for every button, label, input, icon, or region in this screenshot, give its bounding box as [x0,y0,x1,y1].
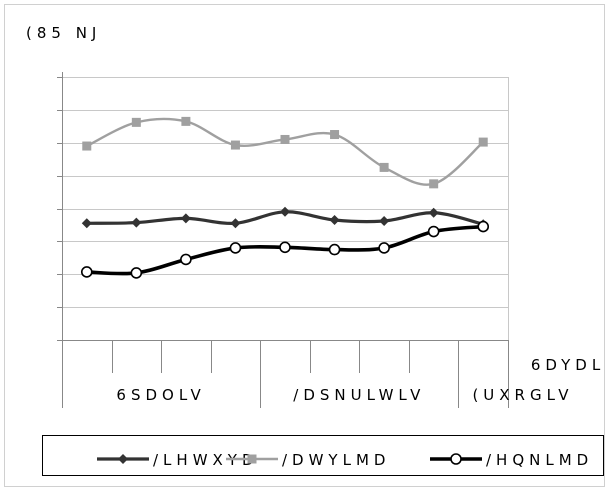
data-point [80,266,93,278]
data-point [429,179,439,189]
legend: /LHWXYD/DWYLMD/HQNLMD [42,435,604,476]
legend-item: /HQNLMD [430,451,593,469]
data-point [229,242,242,254]
data-point [330,130,340,140]
data-point [230,218,241,229]
data-point [131,217,142,228]
data-point [180,253,192,266]
series-2 [82,116,488,189]
data-point [280,206,290,217]
x-group-label: /DSNULWLV [293,386,425,404]
data-point [427,225,440,238]
data-point [181,116,191,126]
data-point [477,220,490,233]
series-lines [80,116,490,279]
legend-marker [450,453,462,465]
series-1 [81,206,489,230]
axes [4,4,605,487]
x-group-label: 6SDOLV [116,386,205,404]
x-group-label: (UXRGLV [472,386,573,404]
data-point [329,215,340,226]
data-point [478,137,488,147]
legend-box [42,435,604,476]
legend-item: /DWYLMD [226,451,390,469]
data-point [279,241,291,254]
legend-label: /DWYLMD [282,451,390,469]
data-point [428,207,439,218]
data-point [82,141,92,151]
chart-border [4,4,605,487]
chart-title: (85 NJ [26,24,101,42]
legend-marker [118,454,128,464]
data-point [378,242,390,254]
data-point [280,134,290,144]
x-axis-labels: 6SDOLV/DSNULWLV 6DYDL (UXRGLV [116,356,605,404]
legend-label: /LHWXYD [153,451,259,469]
data-point [131,117,141,127]
x-group-label: 6DYDL [531,356,605,374]
data-point [379,162,389,172]
data-point [180,213,191,224]
series-line [86,117,485,186]
data-point [230,140,240,150]
data-point [379,215,390,226]
legend-item: /LHWXYD [97,451,259,469]
data-point [328,243,341,256]
data-point [130,267,143,279]
data-point [81,218,92,229]
legend-label: /HQNLMD [486,451,593,469]
legend-marker [247,454,257,464]
series-3 [80,220,490,279]
